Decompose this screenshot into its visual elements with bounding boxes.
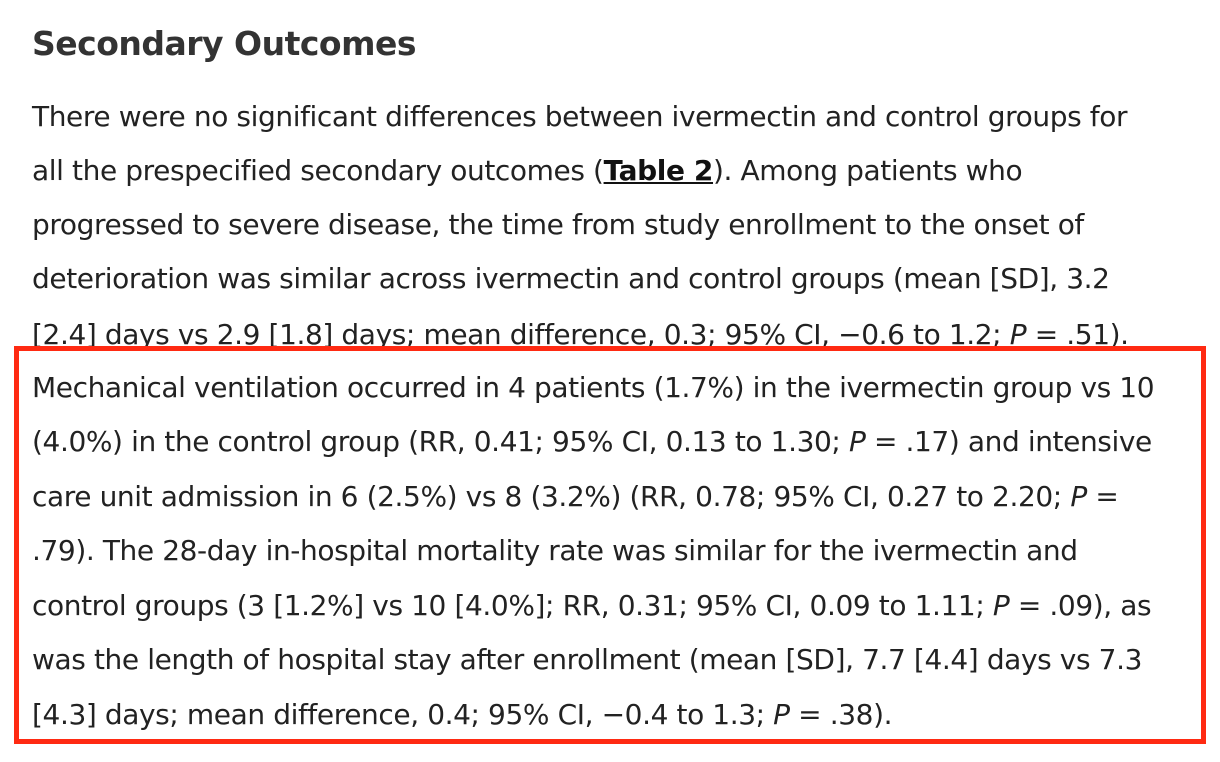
line-text: = .09), as [1009, 589, 1152, 622]
line-text: = .17) and intensive [865, 425, 1152, 458]
table-2-link[interactable]: Table 2 [603, 154, 714, 187]
paragraph-line: progressed to severe disease, the time f… [32, 208, 1084, 241]
line-text: = .51). [1026, 320, 1129, 346]
line-text: = .38). [789, 698, 893, 731]
line-text: [2.4] days vs 2.9 [1.8] days; mean diffe… [32, 320, 1010, 346]
line-text: = [1086, 480, 1119, 513]
p-value-label: P [773, 698, 790, 731]
paragraph-line: [4.3] days; mean difference, 0.4; 95% CI… [32, 688, 892, 742]
paragraph-line: .79). The 28-day in-hospital mortality r… [32, 534, 1078, 567]
paragraph-line: There were no significant differences be… [32, 100, 1128, 133]
paragraph-line: (4.0%) in the control group (RR, 0.41; 9… [32, 415, 1152, 469]
paragraph-line: control groups (3 [1.2%] vs 10 [4.0%]; R… [32, 579, 1152, 633]
paragraph-line: Mechanical ventilation occurred in 4 pat… [32, 371, 1155, 404]
line-text: control groups (3 [1.2%] vs 10 [4.0%]; R… [32, 589, 993, 622]
line-text: (4.0%) in the control group (RR, 0.41; 9… [32, 425, 849, 458]
paragraph-line: deterioration was similar across ivermec… [32, 262, 1110, 295]
line-text: [4.3] days; mean difference, 0.4; 95% CI… [32, 698, 774, 731]
line-text: ). Among patients who [713, 154, 1023, 187]
paragraph-line: [2.4] days vs 2.9 [1.8] days; mean diffe… [32, 320, 1129, 346]
p-value-label: P [992, 589, 1010, 622]
p-value-label: P [1009, 320, 1027, 346]
line-text: all the prespecified secondary outcomes … [32, 154, 604, 187]
section-heading: Secondary Outcomes [32, 24, 417, 63]
p-value-label: P [848, 425, 866, 458]
p-value-label: P [1070, 480, 1087, 513]
paragraph-line: all the prespecified secondary outcomes … [32, 144, 1023, 198]
paragraph-line: was the length of hospital stay after en… [32, 643, 1142, 676]
paragraph-line: care unit admission in 6 (2.5%) vs 8 (3.… [32, 470, 1119, 524]
line-text: care unit admission in 6 (2.5%) vs 8 (3.… [32, 480, 1071, 513]
